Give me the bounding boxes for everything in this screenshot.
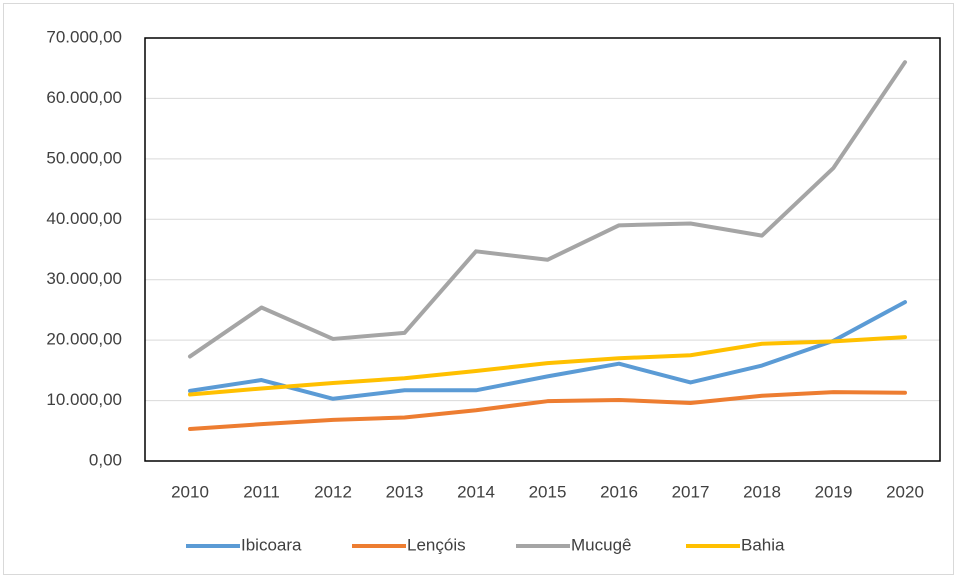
line-series (188, 300, 907, 401)
legend-label: Bahia (741, 535, 785, 554)
y-tick-label: 0,00 (89, 450, 122, 469)
x-tick-label: 2013 (386, 482, 424, 501)
legend-label: Ibicoara (241, 535, 302, 554)
y-tick-label: 10.000,00 (46, 390, 122, 409)
y-tick-label: 40.000,00 (46, 209, 122, 228)
x-tick-label: 2015 (529, 482, 567, 501)
x-tick-label: 2017 (672, 482, 710, 501)
legend-label: Lençóis (407, 535, 466, 554)
plot-border (144, 37, 941, 462)
x-tick-label: 2020 (886, 482, 924, 501)
y-tick-label: 30.000,00 (46, 269, 122, 288)
line-series (188, 335, 907, 397)
x-tick-label: 2019 (815, 482, 853, 501)
x-tick-label: 2011 (243, 482, 280, 501)
x-tick-label: 2018 (743, 482, 781, 501)
x-tick-label: 2012 (314, 482, 352, 501)
y-tick-label: 50.000,00 (46, 148, 122, 167)
x-tick-label: 2016 (600, 482, 638, 501)
line-series (188, 390, 907, 431)
line-series (188, 60, 907, 359)
legend-label: Mucugê (571, 535, 631, 554)
y-tick-label: 20.000,00 (46, 330, 122, 349)
x-tick-label: 2014 (457, 482, 495, 501)
y-tick-label: 60.000,00 (46, 88, 122, 107)
x-tick-label: 2010 (171, 482, 209, 501)
y-tick-label: 70.000,00 (46, 27, 122, 46)
